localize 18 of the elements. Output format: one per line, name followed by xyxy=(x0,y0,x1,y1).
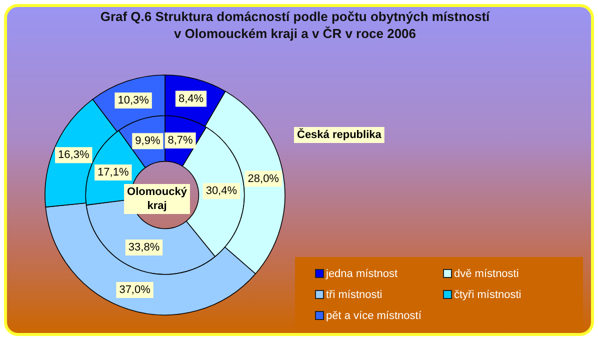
legend-label: pět a více místností xyxy=(326,310,422,322)
chart-title: Graf Q.6 Struktura domácností podle počtu obytných místností v Olomouckém kraji a v ČR v roce 2006 xyxy=(99,8,491,42)
data-label: 28,0% xyxy=(248,172,280,185)
legend-label: čtyři místnosti xyxy=(454,288,522,300)
data-label: 16,3% xyxy=(58,149,90,162)
slice-label: Česká republika xyxy=(297,128,382,142)
data-label: 10,3% xyxy=(118,94,150,107)
data-label: 33,8% xyxy=(128,242,160,254)
data-label: 37,0% xyxy=(119,284,151,296)
legend-label: jedna místnost xyxy=(326,268,398,280)
legend-label: tři místnosti xyxy=(326,288,382,300)
legend-label: dvě místnosti xyxy=(454,268,519,280)
data-label: 30,4% xyxy=(206,185,238,198)
data-label: 9,9% xyxy=(135,135,160,148)
data-label: 8,4% xyxy=(178,92,204,105)
data-label: 17,1% xyxy=(98,166,129,178)
slice-label: Olomoucký kraj xyxy=(127,186,188,212)
data-label: 8,7% xyxy=(168,134,194,147)
